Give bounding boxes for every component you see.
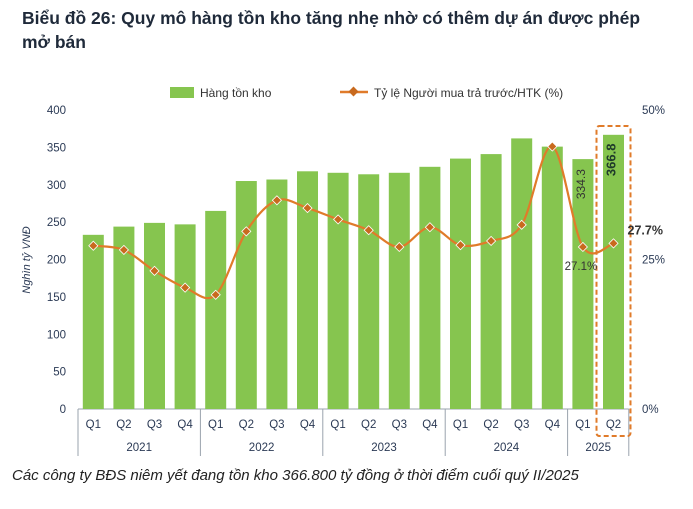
x-tick-label: Q3 bbox=[392, 419, 407, 431]
year-label: 2025 bbox=[585, 442, 611, 454]
year-label: 2021 bbox=[126, 442, 152, 454]
year-label: 2024 bbox=[494, 442, 520, 454]
ratio-marker bbox=[394, 241, 405, 253]
x-tick-label: Q4 bbox=[422, 419, 438, 431]
legend: Hàng tồn kho Tỷ lệ Người mua trả trước/HT… bbox=[170, 86, 563, 100]
ratio-marker bbox=[486, 235, 497, 247]
axes: 0 50 100 150 200 250 300 350 400 0% 25% 50% Nghìn tỷ… bbox=[21, 105, 665, 456]
bar bbox=[174, 224, 196, 409]
y-tick-label: 300 bbox=[47, 180, 66, 192]
y-tick-label: 150 bbox=[47, 292, 66, 304]
bar bbox=[327, 172, 349, 409]
ratio-marker bbox=[424, 222, 435, 233]
y-tick-label: 400 bbox=[47, 105, 66, 117]
ratio-marker bbox=[118, 244, 129, 256]
y-tick-label: 350 bbox=[47, 142, 66, 154]
bar bbox=[480, 154, 502, 409]
ratio-line-path bbox=[93, 145, 614, 300]
ratio-marker bbox=[210, 289, 221, 300]
bar bbox=[603, 134, 624, 409]
bar bbox=[113, 226, 135, 409]
bar bbox=[235, 181, 257, 409]
data-labels: 334.3 366.8 27.1% 27.7% bbox=[565, 144, 663, 273]
bar bbox=[541, 146, 563, 409]
chart-caption: Các công ty BĐS niêm yết đang tồn kho 36… bbox=[12, 467, 579, 484]
x-tick-label: Q2 bbox=[116, 419, 131, 431]
bar bbox=[205, 210, 227, 409]
ratio-marker bbox=[516, 219, 527, 230]
ratio-marker bbox=[302, 202, 313, 214]
x-tick-label: Q3 bbox=[514, 419, 529, 431]
bar-data-label: 334.3 bbox=[574, 169, 588, 199]
y2-tick-label: 50% bbox=[642, 105, 665, 117]
bar bbox=[388, 172, 410, 409]
x-tick-label: Q2 bbox=[606, 419, 621, 431]
y2-tick-label: 25% bbox=[642, 255, 665, 267]
bars bbox=[82, 134, 624, 409]
y-axis-label: Nghìn tỷ VNĐ bbox=[21, 226, 33, 293]
line-data-label: 27.7% bbox=[628, 223, 663, 237]
bar bbox=[450, 158, 471, 409]
legend-label-bars: Hàng tồn kho bbox=[200, 86, 272, 100]
bar bbox=[82, 234, 104, 409]
x-tick-label: Q3 bbox=[269, 419, 284, 431]
x-tick-label: Q1 bbox=[330, 419, 345, 431]
x-tick-label: Q1 bbox=[575, 419, 590, 431]
ratio-marker bbox=[333, 214, 344, 225]
x-tick-label: Q1 bbox=[208, 419, 223, 431]
y2-tick-label: 0% bbox=[642, 404, 659, 416]
ratio-marker bbox=[149, 265, 160, 276]
line-data-label: 27.1% bbox=[565, 261, 598, 273]
legend-label-line: Tỷ lệ Người mua trả trước/HTK (%) bbox=[374, 86, 563, 100]
bar bbox=[419, 166, 441, 409]
x-tick-label: Q2 bbox=[239, 419, 254, 431]
y-tick-label: 100 bbox=[47, 329, 66, 341]
x-tick-label: Q4 bbox=[177, 419, 193, 431]
legend-marker-line bbox=[348, 86, 359, 97]
legend-swatch-bars bbox=[170, 87, 194, 98]
bar bbox=[511, 138, 533, 409]
ratio-marker bbox=[577, 241, 588, 253]
x-tick-label: Q1 bbox=[453, 419, 468, 431]
x-tick-label: Q4 bbox=[545, 419, 561, 431]
x-tick-label: Q1 bbox=[86, 419, 101, 431]
ratio-marker bbox=[241, 226, 252, 237]
bar bbox=[297, 171, 318, 409]
bar bbox=[266, 179, 288, 409]
highlight-box bbox=[595, 125, 632, 437]
ratio-marker bbox=[180, 282, 191, 293]
ratio-marker bbox=[88, 240, 99, 251]
bar bbox=[572, 159, 594, 409]
y-tick-label: 250 bbox=[47, 217, 66, 229]
x-tick-label: Q2 bbox=[361, 419, 376, 431]
bar bbox=[144, 222, 165, 409]
y-tick-label: 0 bbox=[60, 404, 66, 416]
ratio-marker bbox=[363, 225, 374, 236]
x-tick-label: Q2 bbox=[483, 419, 498, 431]
y-tick-label: 200 bbox=[47, 255, 66, 267]
bar bbox=[358, 174, 380, 409]
year-label: 2022 bbox=[249, 442, 275, 454]
x-tick-label: Q3 bbox=[147, 419, 162, 431]
y-tick-label: 50 bbox=[53, 367, 66, 379]
x-tick-label: Q4 bbox=[300, 419, 316, 431]
ratio-marker bbox=[608, 238, 619, 249]
bar-data-label: 366.8 bbox=[604, 144, 619, 177]
ratio-marker bbox=[455, 240, 466, 251]
chart-title: Biểu đồ 26: Quy mô hàng tồn kho tăng nhẹ… bbox=[22, 8, 641, 52]
ratio-marker bbox=[271, 195, 282, 206]
ratio-line bbox=[88, 141, 619, 300]
ratio-marker bbox=[547, 141, 558, 152]
year-label: 2023 bbox=[371, 442, 397, 454]
